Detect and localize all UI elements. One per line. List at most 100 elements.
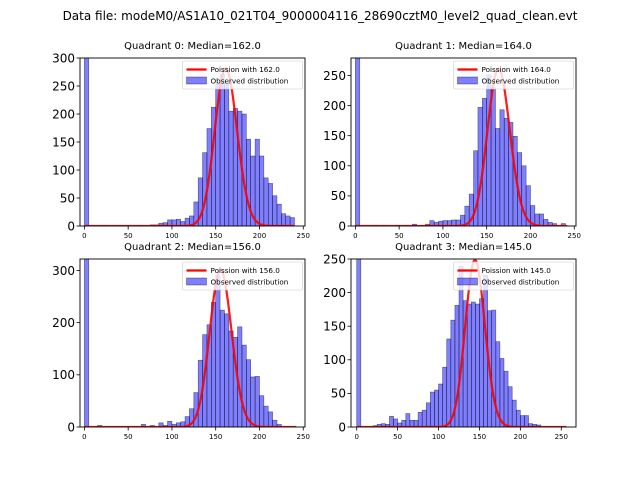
y-tick-label: 200 (323, 99, 346, 113)
axes-frame (350, 258, 577, 428)
legend-bar-swatch (457, 277, 478, 286)
x-tick-label: 100 (165, 433, 178, 441)
legend-bar-swatch (186, 277, 207, 286)
x-tick-label: 150 (209, 232, 222, 240)
legend-label-observed: Observed distribution (211, 278, 289, 287)
histogram-bar (477, 107, 483, 226)
legend-bar-swatch (186, 76, 207, 85)
x-tick-label: 100 (432, 433, 445, 441)
x-tick-label: 50 (393, 433, 402, 441)
y-tick-label: 300 (52, 51, 75, 65)
figure-suptitle: Data file: modeM0/AS1A10_021T04_90000041… (63, 9, 578, 23)
y-tick-label: 150 (323, 320, 346, 334)
legend-label-poisson: Poission with 145.0 (482, 266, 552, 275)
histogram-bar (511, 399, 517, 427)
x-tick-label: 50 (395, 232, 404, 240)
legend: Poission with 164.0 Observed distribution (453, 60, 574, 90)
histogram-bar (254, 376, 260, 427)
legend-bar-swatch (457, 76, 478, 85)
histogram-bar (425, 402, 431, 427)
legend: Poission with 162.0 Observed distribution (182, 60, 303, 90)
histogram-bar (515, 409, 521, 427)
histogram-bar (84, 259, 90, 427)
histogram-bar (434, 389, 439, 427)
subplot-quadrant-1: Quadrant 1: Median=164.0 0 50 100 150 200 250… (323, 41, 581, 240)
histogram-bar (263, 177, 269, 226)
axes-frame (350, 57, 577, 227)
histogram-bar (499, 358, 505, 427)
subplot-quadrant-0: Quadrant 0: Median=162.0 0 50 100 150 200 250… (52, 41, 310, 240)
histogram-bar (267, 411, 273, 427)
x-tick-label: 0 (353, 232, 357, 240)
y-tick-label: 0 (338, 420, 346, 434)
poisson-curve (356, 259, 567, 427)
histogram-bar (219, 73, 225, 226)
histogram-bar (507, 386, 513, 427)
histogram-bar (259, 155, 265, 226)
y-tick-label: 200 (52, 316, 75, 330)
histogram-bar (520, 415, 525, 427)
histogram-bar (446, 338, 452, 427)
histogram-bar (421, 409, 427, 427)
x-tick-label: 50 (124, 232, 133, 240)
y-tick-label: 50 (331, 387, 346, 401)
histogram-bar (490, 87, 496, 226)
y-tick-label: 0 (67, 219, 75, 233)
x-tick-label: 250 (555, 433, 568, 441)
y-tick-label: 200 (323, 286, 346, 300)
histogram-bar (503, 117, 509, 226)
histogram-bar (538, 213, 544, 226)
x-tick-label: 0 (354, 433, 358, 441)
legend-frame (182, 261, 303, 291)
x-tick-label: 200 (524, 232, 537, 240)
x-tick-label: 0 (82, 433, 86, 441)
y-tick-label: 300 (52, 264, 75, 278)
x-tick-label: 0 (82, 232, 86, 240)
histogram-bar (224, 313, 230, 427)
histogram-bar (250, 376, 256, 427)
histogram-bar (430, 391, 435, 427)
legend-label-observed: Observed distribution (211, 77, 289, 86)
legend-label-poisson: Poission with 164.0 (482, 65, 552, 74)
y-tick-label: 100 (52, 163, 75, 177)
histogram-bar (246, 138, 252, 226)
y-tick-label: 50 (60, 191, 75, 205)
y-tick-label: 250 (323, 252, 346, 266)
histogram-bar (228, 110, 234, 226)
x-tick-label: 50 (124, 433, 133, 441)
histogram-bar (479, 298, 484, 427)
subplot-quadrant-3: Quadrant 3: Median=145.0 0 50 100 150 200 250… (323, 242, 577, 441)
histogram-bar (438, 383, 443, 427)
legend-frame (453, 261, 574, 291)
histogram-bar (393, 418, 398, 427)
histogram-bar (417, 411, 423, 427)
histogram-bar (259, 395, 265, 427)
y-tick-label: 250 (323, 69, 346, 83)
x-tick-label: 150 (209, 433, 222, 441)
x-tick-label: 150 (473, 433, 486, 441)
y-tick-label: 150 (323, 129, 346, 143)
histogram-bar (219, 309, 225, 427)
y-tick-label: 200 (52, 107, 75, 121)
x-tick-label: 250 (297, 232, 310, 240)
x-tick-label: 150 (480, 232, 493, 240)
histogram-bar (560, 223, 566, 226)
y-tick-label: 0 (338, 219, 346, 233)
subplot-quadrant-2: Quadrant 2: Median=156.0 0 100 200 300 0 50 10… (52, 242, 310, 441)
histogram-bar (254, 138, 260, 226)
histogram-bar (524, 415, 529, 427)
y-tick-label: 50 (331, 189, 346, 203)
histogram-bar (470, 301, 476, 427)
histogram-bar (466, 303, 472, 427)
subplot-title: Quadrant 2: Median=156.0 (124, 242, 261, 253)
histogram-bar (405, 413, 411, 427)
axes-frame (79, 258, 306, 428)
x-tick-label: 200 (514, 433, 527, 441)
histogram-bar (499, 109, 505, 226)
histogram-bar (503, 370, 509, 427)
legend-label-observed: Observed distribution (482, 77, 560, 86)
plot-area (356, 259, 567, 427)
legend-frame (182, 60, 303, 90)
histogram-bar (289, 217, 295, 226)
